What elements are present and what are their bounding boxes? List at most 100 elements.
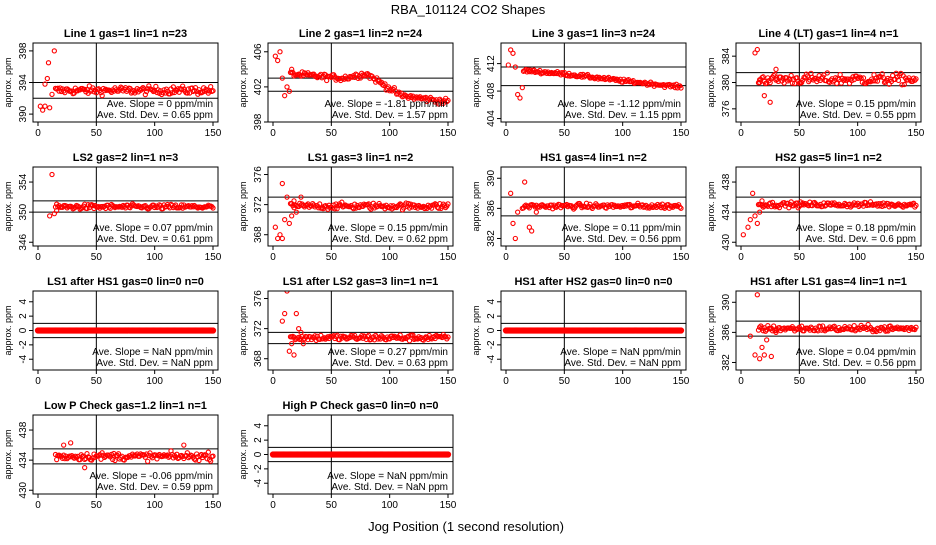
panel-title: Line 1 gas=1 lin=1 n=23 bbox=[64, 28, 187, 40]
data-point bbox=[210, 453, 216, 459]
data-point bbox=[620, 202, 626, 209]
x-tick-label: 50 bbox=[91, 376, 103, 387]
panel-4: Line 4 (LT) gas=1 lin=4 n=1 approx. ppm 0 5… bbox=[706, 28, 925, 139]
y-tick-label: 2 bbox=[486, 313, 497, 319]
y-axis-label: approx. ppm bbox=[706, 305, 716, 355]
data-point bbox=[366, 332, 372, 338]
y-tick-label: 402 bbox=[253, 78, 264, 95]
data-point bbox=[289, 213, 295, 219]
x-tick-label: 0 bbox=[503, 128, 509, 139]
y-axis-label: approx. ppm bbox=[3, 305, 13, 355]
data-point bbox=[51, 48, 57, 54]
data-point bbox=[533, 209, 539, 215]
data-point bbox=[772, 71, 778, 77]
slope-annotation: Ave. Slope = NaN ppm/min bbox=[560, 347, 681, 358]
x-tick-label: 150 bbox=[673, 376, 690, 387]
stddev-annotation: Ave. Std. Dev. = 0.61 ppm bbox=[97, 234, 213, 245]
data-point bbox=[769, 199, 776, 206]
data-point bbox=[279, 75, 285, 81]
x-tick-label: 50 bbox=[326, 376, 338, 387]
data-point bbox=[445, 97, 451, 104]
x-tick-label: 100 bbox=[146, 500, 163, 511]
data-point bbox=[296, 325, 302, 332]
data-point bbox=[759, 198, 765, 204]
data-point bbox=[286, 88, 292, 94]
data-point bbox=[406, 338, 413, 344]
x-tick-label: 0 bbox=[35, 376, 41, 387]
data-point bbox=[115, 451, 122, 457]
plot-area bbox=[33, 415, 218, 494]
data-point bbox=[284, 84, 290, 90]
data-point bbox=[382, 81, 388, 87]
data-point bbox=[153, 83, 159, 90]
data-point bbox=[210, 205, 216, 211]
plot-area bbox=[268, 415, 453, 494]
data-point bbox=[272, 224, 278, 230]
x-tick-label: 50 bbox=[559, 128, 571, 139]
data-point bbox=[145, 86, 151, 92]
stddev-annotation: Ave. Std. Dev. = 0.6 ppm bbox=[805, 234, 916, 245]
y-tick-label: 2 bbox=[18, 313, 29, 319]
data-point bbox=[286, 220, 292, 227]
data-point bbox=[277, 232, 283, 238]
data-point bbox=[61, 442, 67, 448]
data-point bbox=[444, 98, 450, 105]
data-point bbox=[322, 203, 329, 209]
x-tick-label: 150 bbox=[440, 500, 457, 511]
y-tick-label: 430 bbox=[721, 233, 732, 250]
plot-box bbox=[32, 414, 219, 495]
slope-annotation: Ave. Slope = 0.27 ppm/min bbox=[328, 347, 448, 358]
panel-title: Line 2 gas=1 lin=2 n=24 bbox=[299, 28, 423, 40]
plot-box bbox=[735, 166, 922, 247]
data-point bbox=[745, 224, 751, 230]
x-tick-label: 0 bbox=[35, 128, 41, 139]
x-tick-label: 50 bbox=[794, 252, 806, 263]
data-point bbox=[396, 202, 402, 208]
slope-annotation: Ave. Slope = 0.07 ppm/min bbox=[93, 223, 213, 234]
x-tick-label: 0 bbox=[503, 252, 509, 263]
data-point bbox=[445, 334, 451, 340]
x-tick-label: 100 bbox=[146, 252, 163, 263]
y-tick-label: 0 bbox=[486, 327, 497, 333]
data-point bbox=[279, 318, 285, 324]
plot-area bbox=[736, 291, 921, 370]
data-point bbox=[99, 450, 105, 456]
plot-box bbox=[267, 166, 454, 247]
x-tick-label: 0 bbox=[738, 376, 744, 387]
plot-area bbox=[501, 167, 686, 246]
panel-title: LS1 gas=3 lin=1 n=2 bbox=[308, 152, 413, 164]
data-point bbox=[293, 209, 299, 215]
x-tick-label: 150 bbox=[440, 376, 457, 387]
y-tick-label: 4 bbox=[486, 299, 497, 305]
plot-box bbox=[32, 166, 219, 247]
x-tick-label: 50 bbox=[326, 500, 338, 511]
data-point bbox=[406, 94, 413, 100]
data-point bbox=[526, 224, 532, 230]
data-point bbox=[880, 74, 886, 81]
data-point bbox=[291, 352, 297, 358]
data-point bbox=[773, 66, 779, 72]
data-point bbox=[44, 75, 50, 82]
data-point bbox=[184, 450, 190, 456]
panel-title: LS2 gas=2 lin=1 n=3 bbox=[73, 152, 178, 164]
y-axis-label: approx. ppm bbox=[471, 57, 481, 107]
data-point bbox=[397, 201, 403, 207]
data-point bbox=[312, 333, 318, 339]
data-point bbox=[272, 53, 278, 59]
data-point bbox=[773, 329, 779, 336]
y-tick-label: 434 bbox=[721, 203, 732, 220]
y-tick-label: 412 bbox=[486, 55, 497, 72]
data-point bbox=[759, 325, 765, 331]
y-tick-label: 390 bbox=[721, 294, 732, 311]
y-tick-label: 346 bbox=[18, 233, 29, 250]
y-axis-label: approx. ppm bbox=[3, 57, 13, 107]
data-point bbox=[613, 77, 619, 84]
x-tick-label: 150 bbox=[440, 252, 457, 263]
y-tick-label: 354 bbox=[18, 173, 29, 190]
data-point bbox=[767, 99, 773, 105]
data-point bbox=[913, 76, 919, 82]
y-axis-label: approx. ppm bbox=[238, 429, 248, 479]
data-point bbox=[282, 310, 288, 317]
stddev-annotation: Ave. Std. Dev. = NaN ppm bbox=[331, 482, 448, 493]
